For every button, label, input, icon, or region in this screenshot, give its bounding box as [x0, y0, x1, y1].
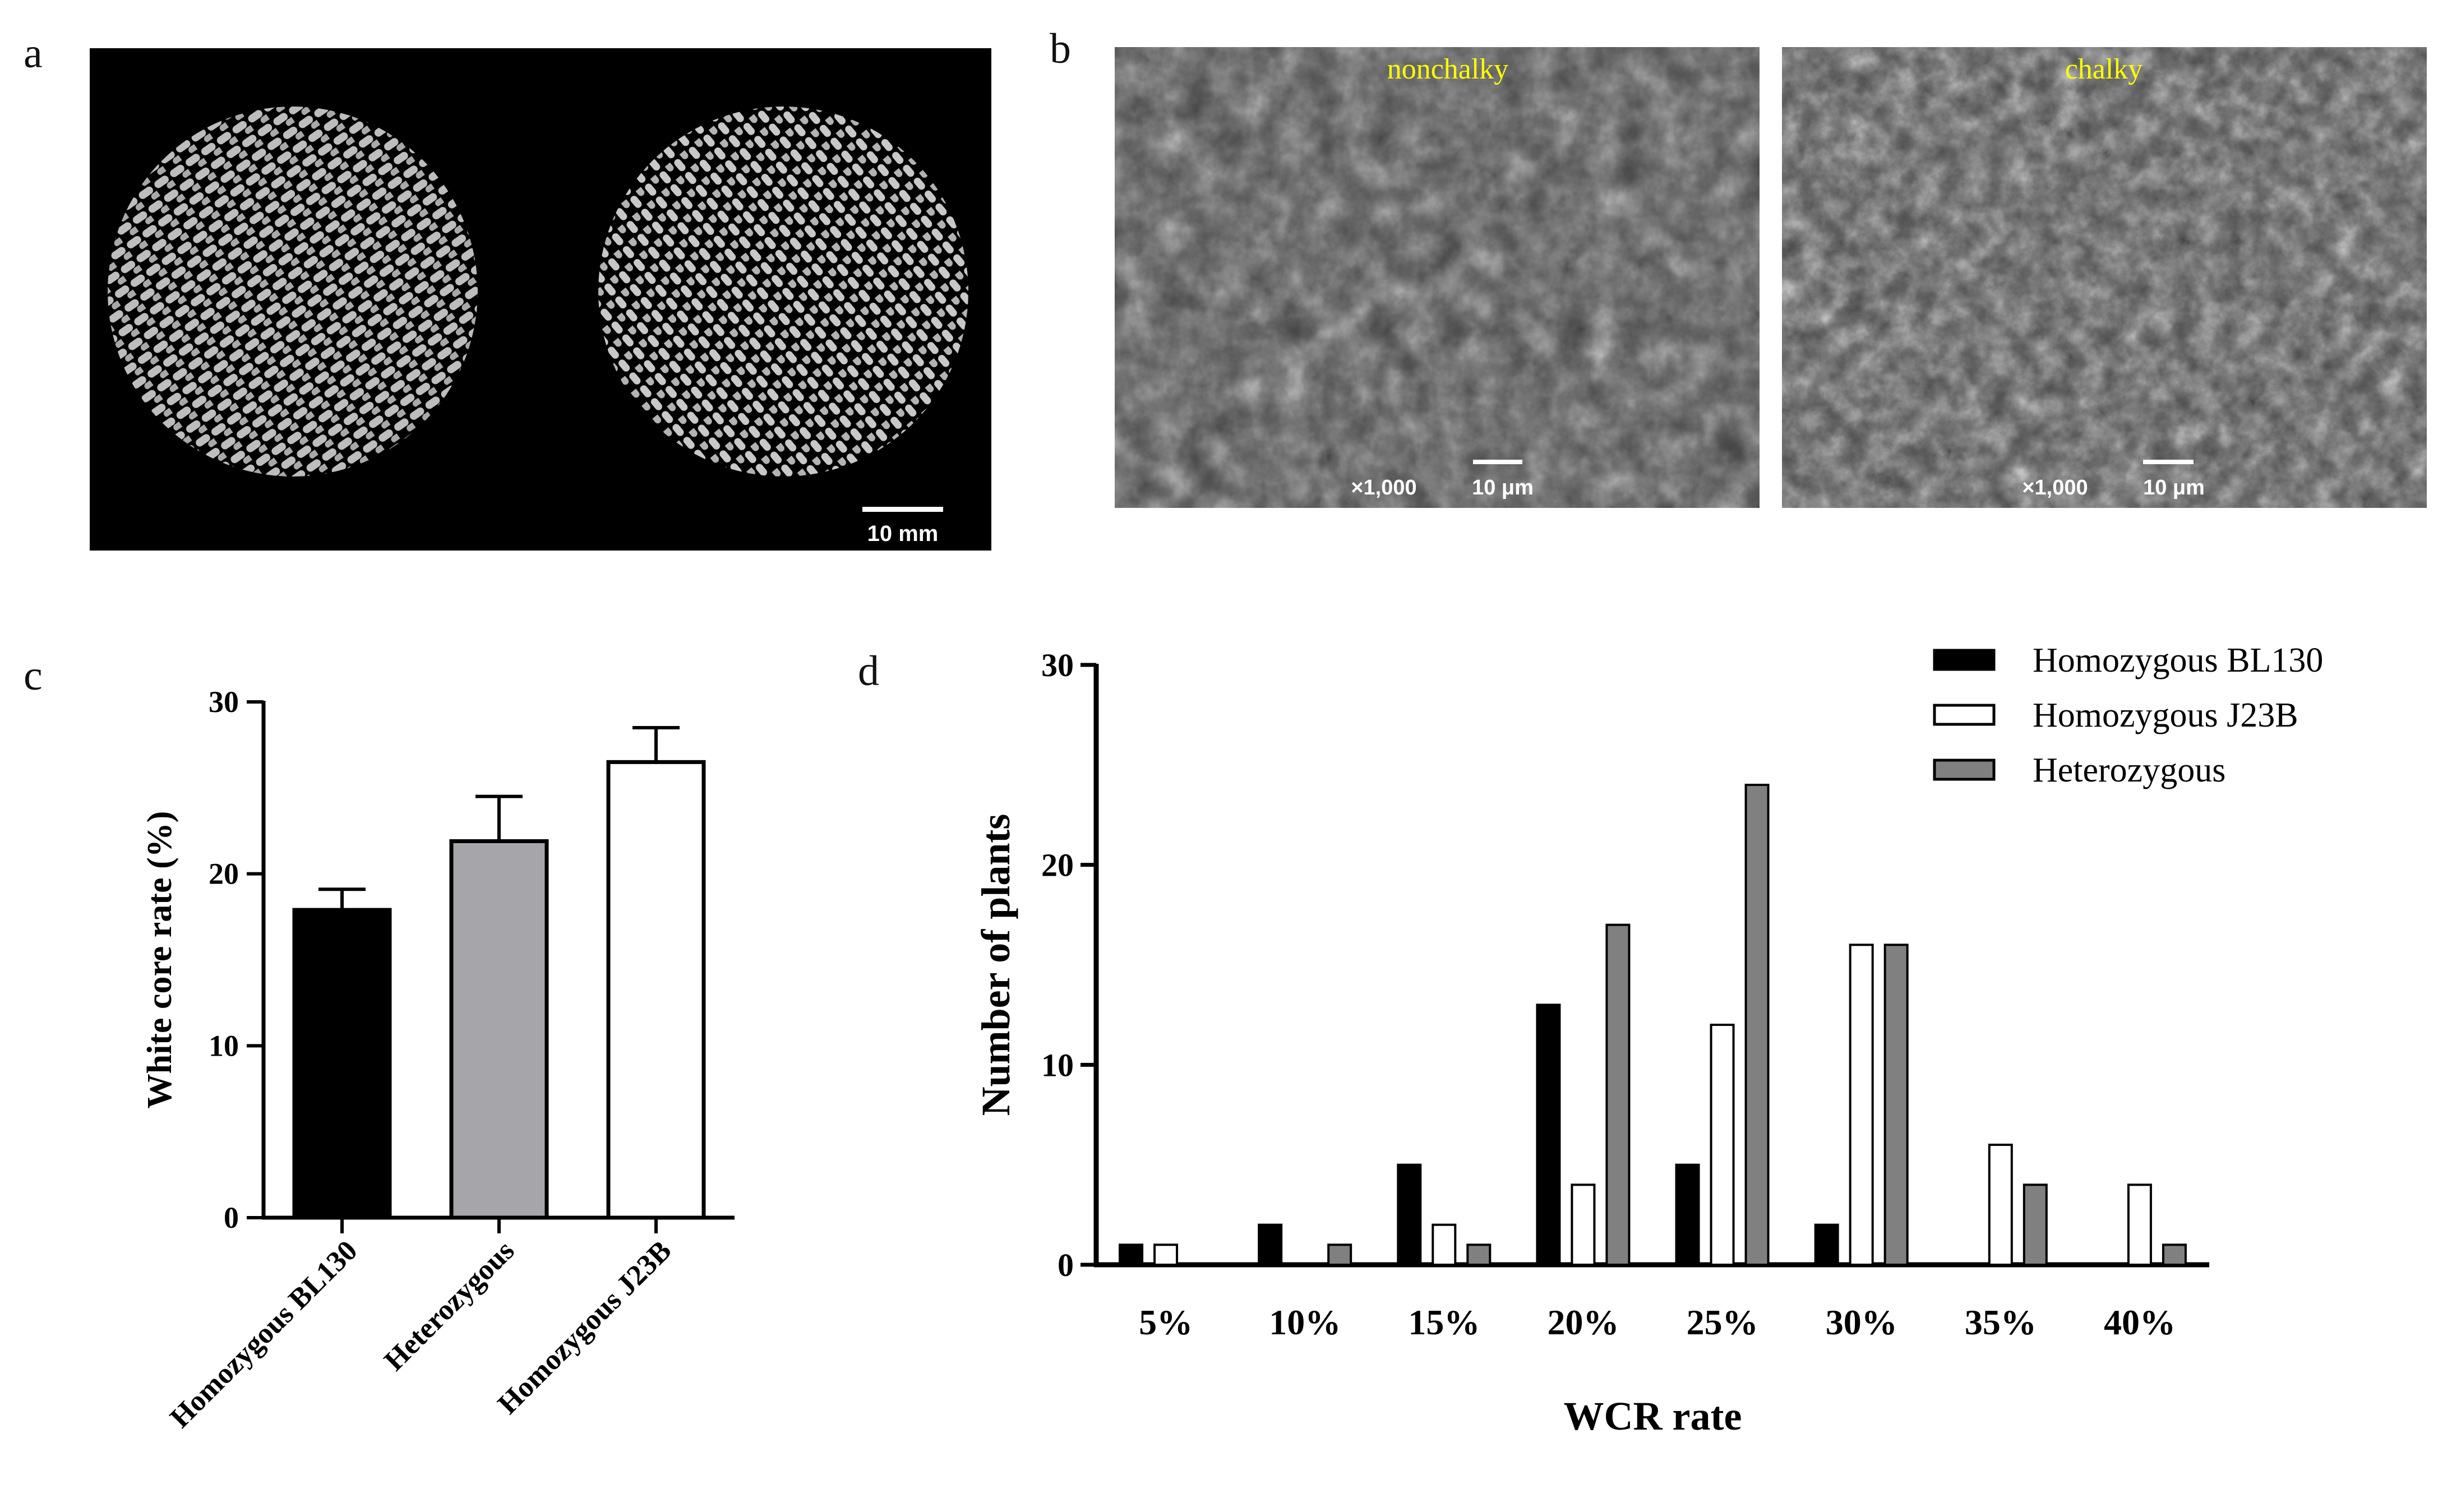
chart-d-ytick-label: 0 [1058, 1247, 1074, 1283]
sem-right-scale-label: 10 μm [2143, 476, 2205, 500]
sem-right-scale-bar [2143, 460, 2194, 464]
chart-d-x-axis-title: WCR rate [1564, 1394, 1742, 1439]
chart-d-bar [2162, 1243, 2187, 1266]
chart-d-bar [1744, 784, 1770, 1266]
chart-d-bar [1675, 1163, 1700, 1266]
sem-left-title: nonchalky [1387, 53, 1509, 85]
sem-left-scale-label: 10 μm [1472, 476, 1534, 500]
chart-d-bar [1119, 1243, 1144, 1266]
chart-c-category-label: Homozygous J23B [492, 1234, 677, 1420]
chart-c-bar [606, 760, 706, 1220]
chart-d-category-label: 25% [1687, 1302, 1758, 1342]
panel-d-letter: d [858, 648, 879, 695]
chart-d-legend-swatch [1933, 704, 1996, 726]
chart-d-bar [1153, 1243, 1179, 1266]
sem-left-scale-bar [1473, 460, 1522, 464]
chart-d-bar [2023, 1183, 2048, 1266]
chart-d-bar [1536, 1004, 1561, 1266]
panel-a-photo: 10 mm [90, 48, 991, 551]
sem-right-magnification: ×1,000 [2022, 476, 2088, 500]
chart-c-ytick-label: 0 [224, 1201, 239, 1234]
chart-c-y-axis-title: White core rate (%) [141, 811, 179, 1109]
chart-d-category-label: 35% [1965, 1302, 2037, 1342]
chart-d-legend-label: Heterozygous [2033, 751, 2225, 789]
chart-d-category-label: 30% [1826, 1302, 1897, 1342]
sem-right-texture [1782, 47, 2427, 508]
chart-wcr-distribution: 0 10 20 30 5% 10% 15% 20% 25% 30% 35% 40% WCR rate Nu… [973, 641, 2323, 1439]
chart-d-bar [1605, 923, 1631, 1266]
chart-d-y-axis-title: Number of plants [973, 814, 1018, 1116]
chart-c-bar [292, 908, 392, 1220]
chart-white-core-rate: 0 10 20 30 Homozygous BL130 HeterozygousHomoz… [141, 685, 735, 1434]
chart-c-ytick-label: 20 [209, 857, 239, 891]
sem-left-texture [1115, 47, 1760, 508]
chart-d-category-label: 20% [1547, 1302, 1619, 1342]
chart-d-category-label: 40% [2104, 1302, 2176, 1342]
chart-d-bar [1327, 1243, 1352, 1266]
chart-c-bar [449, 839, 549, 1220]
chart-d-legend-label: Homozygous J23B [2033, 696, 2298, 734]
chart-d-category-label: 15% [1408, 1302, 1480, 1342]
grain-pile-right [598, 107, 968, 477]
grain-pile-left [108, 107, 478, 477]
chart-d-ytick-label: 20 [1041, 847, 1074, 884]
chart-d-bar [1258, 1223, 1283, 1266]
chart-d-bar [1397, 1163, 1422, 1266]
chart-d-bar [1432, 1223, 1457, 1266]
chart-c-category-label: Heterozygous [378, 1234, 520, 1377]
chart-d-legend-swatch [1933, 649, 1996, 671]
sem-image-right: chalky ×1,000 10 μm [1782, 47, 2427, 508]
sem-left-magnification: ×1,000 [1351, 476, 1416, 500]
chart-d-legend-swatch [1933, 759, 1996, 781]
chart-d-bar [1814, 1223, 1839, 1266]
chart-d-bar [1849, 944, 1874, 1266]
panel-a-scale-label: 10 mm [867, 521, 939, 546]
chart-d-bar [1571, 1183, 1596, 1266]
chart-d-legend-label: Homozygous BL130 [2033, 641, 2323, 679]
chart-c-ytick-label: 10 [209, 1029, 239, 1062]
chart-d-ytick-label: 30 [1041, 647, 1074, 683]
chart-d-bar [1710, 1024, 1735, 1266]
chart-d-category-label: 10% [1269, 1302, 1341, 1342]
chart-c-ytick-label: 30 [209, 685, 239, 719]
chart-d-bar [2127, 1183, 2152, 1266]
panel-a-scale-bar [862, 507, 943, 512]
chart-d-bar [1466, 1243, 1492, 1266]
chart-d-bar [1988, 1144, 2013, 1266]
panel-c-letter: c [24, 652, 43, 699]
chart-d-ytick-label: 10 [1041, 1047, 1074, 1083]
chart-c-category-label: Homozygous BL130 [164, 1234, 364, 1434]
panel-a-letter: a [24, 30, 43, 77]
chart-d-category-label: 5% [1139, 1302, 1193, 1342]
sem-right-title: chalky [2065, 53, 2143, 85]
sem-image-left: nonchalky ×1,000 10 μm [1115, 47, 1760, 508]
chart-d-bar [1883, 944, 1909, 1266]
panel-b-letter: b [1050, 25, 1071, 72]
